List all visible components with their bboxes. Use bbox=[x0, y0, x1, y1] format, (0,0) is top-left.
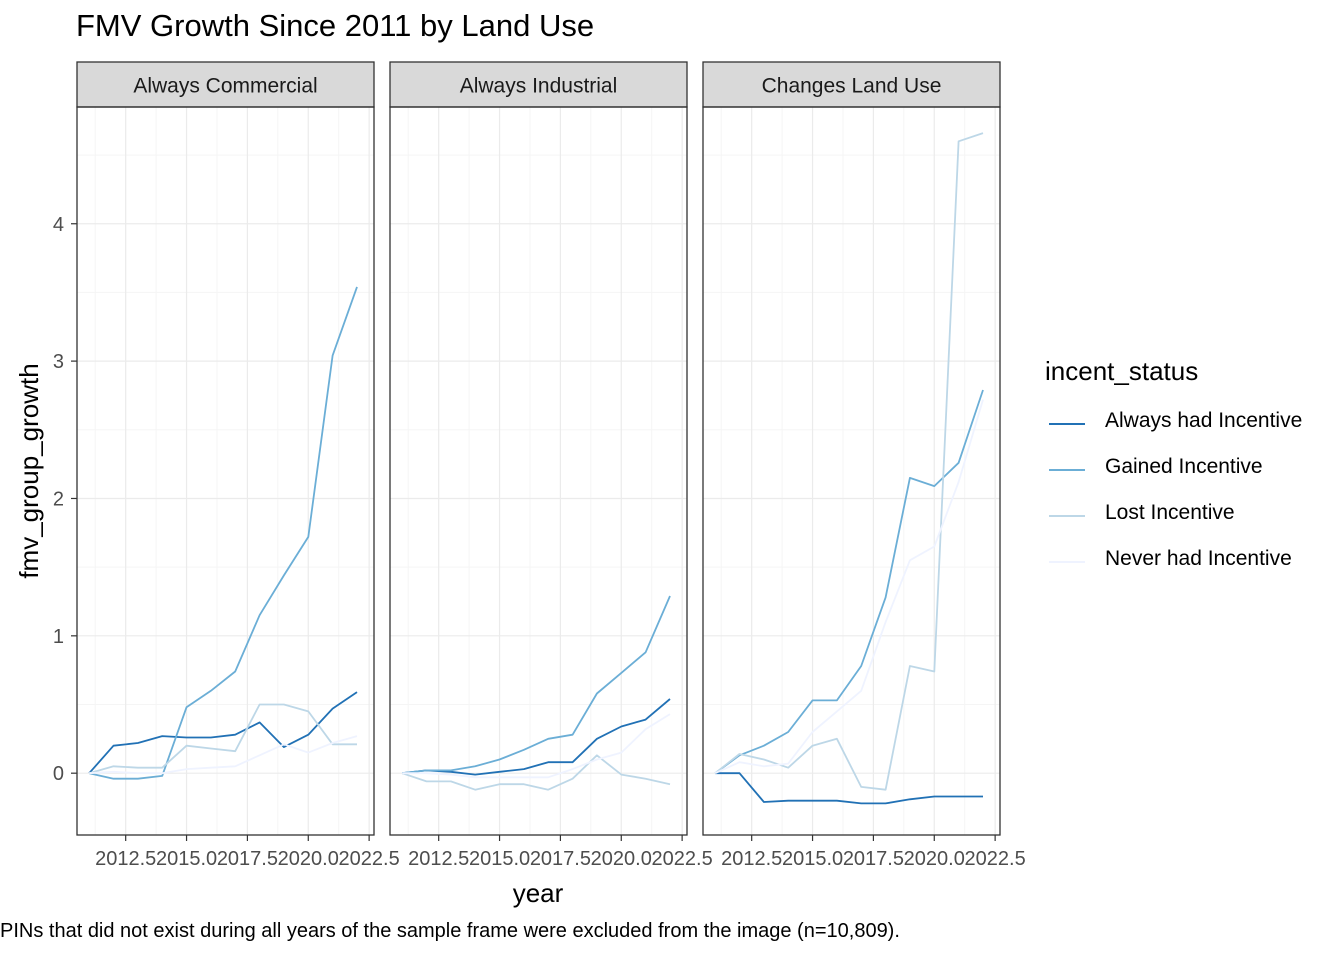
series-line bbox=[402, 698, 671, 776]
series-line bbox=[88, 691, 358, 774]
y-axis-title: fmv_group_growth bbox=[14, 363, 44, 578]
facet-strip-label: Always Commercial bbox=[133, 75, 317, 98]
series-line bbox=[714, 389, 984, 774]
legend-swatch bbox=[1049, 423, 1085, 425]
x-tick-label: 2015.0 bbox=[782, 848, 843, 870]
x-tick-label: 2017.5 bbox=[530, 848, 591, 870]
series-line bbox=[714, 132, 984, 791]
legend-swatch bbox=[1049, 515, 1085, 517]
y-tick-label: 3 bbox=[53, 351, 64, 373]
legend-label: Lost Incentive bbox=[1105, 501, 1235, 524]
y-tick-label: 1 bbox=[53, 626, 64, 648]
x-tick-label: 2012.5 bbox=[95, 848, 156, 870]
series-line bbox=[402, 595, 671, 775]
legend-label: Never had Incentive bbox=[1105, 547, 1292, 570]
facet-strip-label: Always Industrial bbox=[460, 75, 618, 98]
facet-strip bbox=[702, 61, 1001, 108]
legend-item-lost: Lost Incentive bbox=[1045, 497, 1235, 543]
chart-title: FMV Growth Since 2011 by Land Use bbox=[76, 8, 595, 43]
series-line bbox=[401, 754, 671, 791]
x-tick-label: 2022.5 bbox=[965, 848, 1026, 870]
x-axis-title: year bbox=[513, 878, 564, 908]
series-line bbox=[89, 735, 358, 775]
series-line bbox=[88, 703, 357, 775]
panel-border bbox=[389, 106, 688, 836]
x-tick-label: 2017.5 bbox=[217, 848, 278, 870]
chart-caption: PINs that did not exist during all years… bbox=[0, 920, 900, 942]
legend-swatch bbox=[1049, 469, 1085, 471]
panel-border bbox=[76, 106, 375, 836]
y-tick-label: 0 bbox=[53, 763, 64, 785]
legend-item-gained: Gained Incentive bbox=[1045, 451, 1263, 497]
x-tick-label: 2012.5 bbox=[721, 848, 782, 870]
series-line bbox=[402, 713, 671, 779]
y-tick-label: 4 bbox=[53, 214, 64, 236]
panel-border bbox=[702, 106, 1001, 836]
legend-item-never: Never had Incentive bbox=[1045, 543, 1292, 589]
x-tick-label: 2017.5 bbox=[843, 848, 904, 870]
x-tick-label: 2022.5 bbox=[652, 848, 713, 870]
legend: incent_status Always had Incentive Gaine… bbox=[1045, 356, 1302, 589]
y-tick-label: 2 bbox=[53, 488, 64, 510]
x-tick-label: 2020.0 bbox=[904, 848, 965, 870]
x-tick-label: 2012.5 bbox=[408, 848, 469, 870]
x-tick-label: 2022.5 bbox=[339, 848, 400, 870]
legend-label: Always had Incentive bbox=[1105, 409, 1303, 432]
x-tick-label: 2020.0 bbox=[591, 848, 652, 870]
legend-swatch bbox=[1049, 561, 1085, 563]
legend-item-always: Always had Incentive bbox=[1045, 405, 1302, 451]
legend-label: Gained Incentive bbox=[1105, 455, 1263, 478]
x-tick-label: 2015.0 bbox=[156, 848, 217, 870]
legend-title: incent_status bbox=[1045, 356, 1199, 386]
series-line bbox=[715, 772, 983, 805]
x-tick-label: 2020.0 bbox=[278, 848, 339, 870]
series-line bbox=[89, 286, 358, 780]
facet-strip-label: Changes Land Use bbox=[762, 75, 942, 98]
series-line bbox=[714, 399, 984, 775]
facet-strip bbox=[76, 61, 375, 108]
facet-strip bbox=[389, 61, 688, 108]
x-tick-label: 2015.0 bbox=[469, 848, 530, 870]
